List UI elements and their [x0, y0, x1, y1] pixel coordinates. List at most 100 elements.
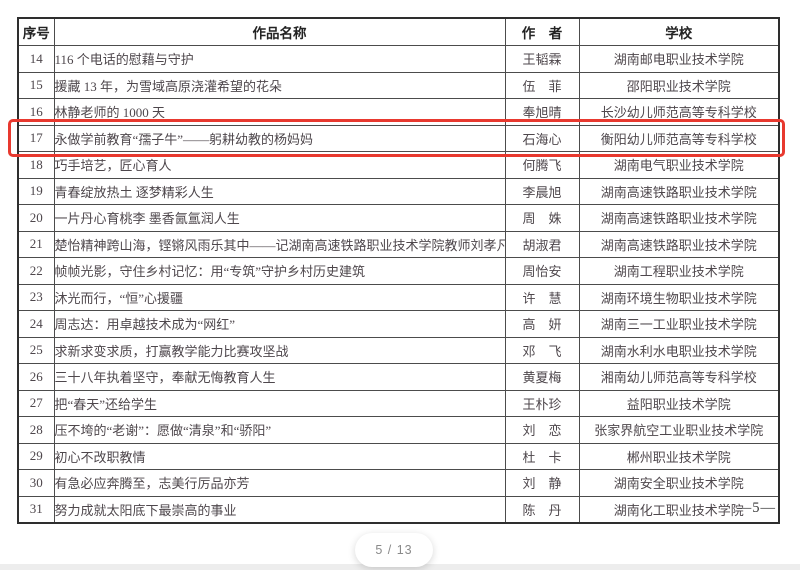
row-27-no: 27 [17, 389, 55, 417]
row-31-work: 努力成就太阳底下最崇高的事业 [53, 495, 506, 524]
row-23-work: 沐光而行，“恒”心援疆 [53, 283, 506, 311]
table-row: 20 一片丹心育桃李 墨香氤氲润人生周 姝湖南高速铁路职业技术学院 [17, 204, 780, 232]
header-work-title: 作品名称 [53, 17, 506, 46]
row-22-work: 帧帧光影，守住乡村记忆：用“专筑”守护乡村历史建筑 [53, 257, 506, 285]
row-28-school: 张家界航空工业职业技术学院 [578, 416, 780, 444]
row-16-author: 奉旭晴 [504, 98, 580, 126]
row-31-no: 31 [17, 495, 55, 524]
page-number-footer: —5— [736, 500, 776, 516]
row-25-school: 湖南水利水电职业技术学院 [578, 336, 780, 364]
row-26-work: 三十八年执着坚守，奉献无悔教育人生 [53, 363, 506, 391]
row-21-no: 21 [17, 230, 55, 258]
row-14-work: 116 个电话的慰藉与守护 [53, 45, 506, 73]
row-22-no: 22 [17, 257, 55, 285]
row-28-work: 压不垮的“老谢”：愿做“清泉”和“骄阳” [53, 416, 506, 444]
table-row: 25 求新求变求质，打赢教学能力比赛攻坚战邓 飞湖南水利水电职业技术学院 [17, 336, 780, 364]
row-26-no: 26 [17, 363, 55, 391]
table-row: 29 初心不改职教情杜 卡郴州职业技术学院 [17, 442, 780, 470]
row-16-school: 长沙幼儿师范高等专科学校 [578, 98, 780, 126]
row-29-author: 杜 卡 [504, 442, 580, 470]
row-14-school: 湖南邮电职业技术学院 [578, 45, 780, 73]
row-23-author: 许 慧 [504, 283, 580, 311]
row-20-author: 周 姝 [504, 204, 580, 232]
row-27-work: 把“春天”还给学生 [53, 389, 506, 417]
table-row: 28 压不垮的“老谢”：愿做“清泉”和“骄阳” 刘 恋张家界航空工业职业技术学院 [17, 416, 780, 444]
row-19-school: 湖南高速铁路职业技术学院 [578, 177, 780, 205]
table-row: 14 116 个电话的慰藉与守护 王韬霖 湖南邮电职业技术学院 [17, 45, 780, 73]
row-29-work: 初心不改职教情 [53, 442, 506, 470]
row-20-work: 一片丹心育桃李 墨香氤氲润人生 [53, 204, 506, 232]
table-row: 16 林静老师的 1000 天奉旭晴 长沙幼儿师范高等专科学校 [17, 98, 780, 126]
row-25-work: 求新求变求质，打赢教学能力比赛攻坚战 [53, 336, 506, 364]
row-20-no: 20 [17, 204, 55, 232]
table-row: 31 努力成就太阳底下最崇高的事业陈 丹湖南化工职业技术学院 [17, 495, 780, 524]
row-17-school: 衡阳幼儿师范高等专科学校 [578, 124, 780, 152]
table-row: 26 三十八年执着坚守，奉献无悔教育人生 黄夏梅 湘南幼儿师范高等专科学校 [17, 363, 780, 391]
row-26-author: 黄夏梅 [504, 363, 580, 391]
row-18-work: 巧手培艺，匠心育人 [53, 151, 506, 179]
row-29-no: 29 [17, 442, 55, 470]
table-header-row: 序号 作品名称 作 者 学校 [17, 17, 780, 46]
row-19-author: 李晨旭 [504, 177, 580, 205]
table-row: 15 援藏 13 年，为雪域高原浇灌希望的花朵伍 菲邵阳职业技术学院 [17, 71, 780, 99]
row-17-no: 17 [17, 124, 55, 152]
row-19-work: 青春绽放热土 逐梦精彩人生 [53, 177, 506, 205]
table-row: 17 永做学前教育“孺子牛”——躬耕幼教的杨妈妈 石海心 衡阳幼儿师范高等专科学校 [17, 124, 780, 152]
table-row: 18 巧手培艺，匠心育人 何腾飞 湖南电气职业技术学院 [17, 151, 780, 179]
row-16-no: 16 [17, 98, 55, 126]
row-22-school: 湖南工程职业技术学院 [578, 257, 780, 285]
row-28-author: 刘 恋 [504, 416, 580, 444]
table-row: 27 把“春天”还给学生 王朴珍 益阳职业技术学院 [17, 389, 780, 417]
row-15-author: 伍 菲 [504, 71, 580, 99]
row-18-school: 湖南电气职业技术学院 [578, 151, 780, 179]
header-no: 序号 [17, 17, 55, 46]
table-row: 22 帧帧光影，守住乡村记忆：用“专筑”守护乡村历史建筑 周怡安 湖南工程职业技术学院 [17, 257, 780, 285]
row-28-no: 28 [17, 416, 55, 444]
row-24-school: 湖南三一工业职业技术学院 [578, 310, 780, 338]
row-27-author: 王朴珍 [504, 389, 580, 417]
table-row: 19 青春绽放热土 逐梦精彩人生 李晨旭 湖南高速铁路职业技术学院 [17, 177, 780, 205]
row-20-school: 湖南高速铁路职业技术学院 [578, 204, 780, 232]
row-17-work: 永做学前教育“孺子牛”——躬耕幼教的杨妈妈 [53, 124, 506, 152]
row-30-author: 刘 静 [504, 469, 580, 497]
row-29-school: 郴州职业技术学院 [578, 442, 780, 470]
page-indicator-label: 5 / 13 [375, 543, 413, 557]
row-31-author: 陈 丹 [504, 495, 580, 524]
table-row: 30 有急必应奔腾至，志美行厉品亦芳刘 静湖南安全职业技术学院 [17, 469, 780, 497]
row-18-no: 18 [17, 151, 55, 179]
row-24-author: 高 妍 [504, 310, 580, 338]
row-30-work: 有急必应奔腾至，志美行厉品亦芳 [53, 469, 506, 497]
table-row: 21 楚怡精神跨山海，铿锵风雨乐其中——记湖南高速铁路职业技术学院教师刘孝凡 胡淑君… [17, 230, 780, 258]
row-30-school: 湖南安全职业技术学院 [578, 469, 780, 497]
row-16-work: 林静老师的 1000 天 [53, 98, 506, 126]
row-21-work: 楚怡精神跨山海，铿锵风雨乐其中——记湖南高速铁路职业技术学院教师刘孝凡 [53, 230, 506, 258]
row-21-author: 胡淑君 [504, 230, 580, 258]
row-25-no: 25 [17, 336, 55, 364]
table-body: 14 116 个电话的慰藉与守护 王韬霖 湖南邮电职业技术学院 15 援藏 13 年，为雪… [17, 45, 780, 524]
page-indicator-pill[interactable]: 5 / 13 [355, 533, 433, 567]
row-25-author: 邓 飞 [504, 336, 580, 364]
awards-table: 序号 作品名称 作 者 学校 14 116 个电话的慰藉与守护 王韬霖 湖南邮电职业技… [17, 17, 780, 524]
header-author: 作 者 [504, 17, 580, 46]
row-21-school: 湖南高速铁路职业技术学院 [578, 230, 780, 258]
row-23-school: 湖南环境生物职业技术学院 [578, 283, 780, 311]
table-row: 23 沐光而行，“恒”心援疆许 慧湖南环境生物职业技术学院 [17, 283, 780, 311]
row-14-no: 14 [17, 45, 55, 73]
row-30-no: 30 [17, 469, 55, 497]
row-14-author: 王韬霖 [504, 45, 580, 73]
row-18-author: 何腾飞 [504, 151, 580, 179]
header-school: 学校 [578, 17, 780, 46]
row-17-author: 石海心 [504, 124, 580, 152]
row-24-work: 周志达：用卓越技术成为“网红” [53, 310, 506, 338]
row-24-no: 24 [17, 310, 55, 338]
row-31-school: 湖南化工职业技术学院 [578, 495, 780, 524]
table-row: 24 周志达：用卓越技术成为“网红” 高 妍湖南三一工业职业技术学院 [17, 310, 780, 338]
row-27-school: 益阳职业技术学院 [578, 389, 780, 417]
row-15-no: 15 [17, 71, 55, 99]
row-26-school: 湘南幼儿师范高等专科学校 [578, 363, 780, 391]
row-15-school: 邵阳职业技术学院 [578, 71, 780, 99]
row-23-no: 23 [17, 283, 55, 311]
row-19-no: 19 [17, 177, 55, 205]
viewer-bottom-band [0, 564, 800, 570]
